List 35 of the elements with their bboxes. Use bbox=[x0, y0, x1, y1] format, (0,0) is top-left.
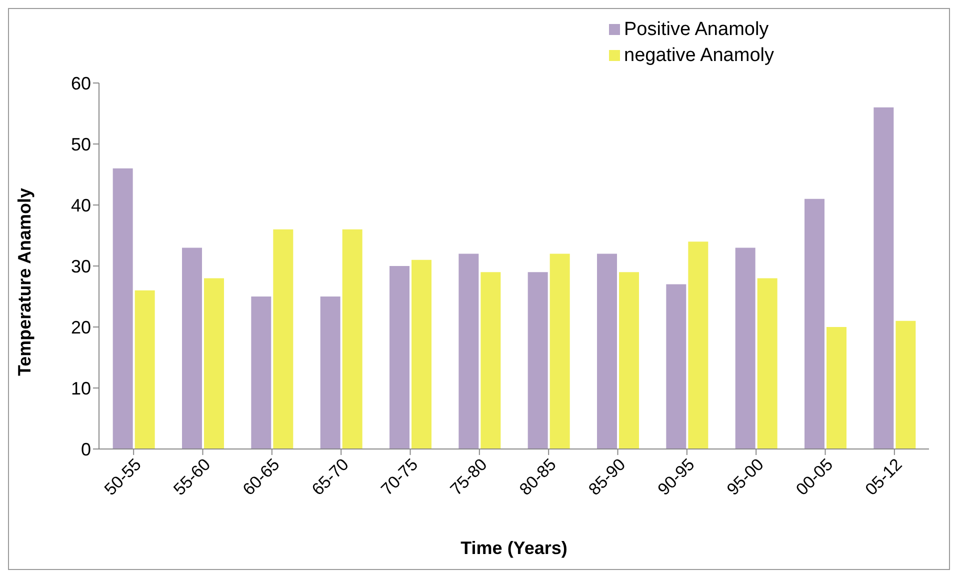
bar bbox=[896, 320, 916, 449]
bar bbox=[804, 198, 824, 449]
bar bbox=[550, 254, 570, 449]
y-tick-label: 60 bbox=[70, 73, 91, 94]
y-tick-label: 40 bbox=[70, 195, 91, 216]
bar bbox=[182, 248, 202, 449]
y-tick-label: 50 bbox=[70, 134, 91, 154]
bar bbox=[134, 290, 155, 449]
y-tick-label: 10 bbox=[70, 378, 91, 398]
bar bbox=[320, 296, 340, 449]
y-tick-label: 20 bbox=[70, 317, 91, 338]
bar bbox=[826, 327, 846, 449]
bar bbox=[204, 278, 224, 449]
bar bbox=[480, 272, 501, 449]
x-axis-title: Time (Years) bbox=[460, 538, 568, 558]
legend-label: negative Anamoly bbox=[624, 45, 774, 66]
bar bbox=[273, 229, 294, 449]
bar bbox=[412, 260, 432, 449]
bar bbox=[251, 296, 272, 449]
bar bbox=[619, 272, 639, 449]
bar bbox=[112, 168, 133, 449]
bar bbox=[458, 254, 479, 449]
legend-label: Positive Anamoly bbox=[624, 19, 769, 40]
bar bbox=[666, 284, 686, 449]
bar bbox=[874, 107, 894, 449]
y-tick-label: 0 bbox=[80, 439, 91, 460]
y-axis-title: Temperature Anamoly bbox=[14, 188, 34, 376]
bar bbox=[688, 242, 708, 449]
bar bbox=[342, 229, 362, 449]
bar bbox=[757, 278, 778, 449]
bar bbox=[390, 266, 410, 449]
bar bbox=[735, 248, 756, 449]
bar bbox=[528, 272, 548, 449]
y-tick-label: 30 bbox=[70, 256, 91, 276]
bar bbox=[597, 254, 617, 449]
